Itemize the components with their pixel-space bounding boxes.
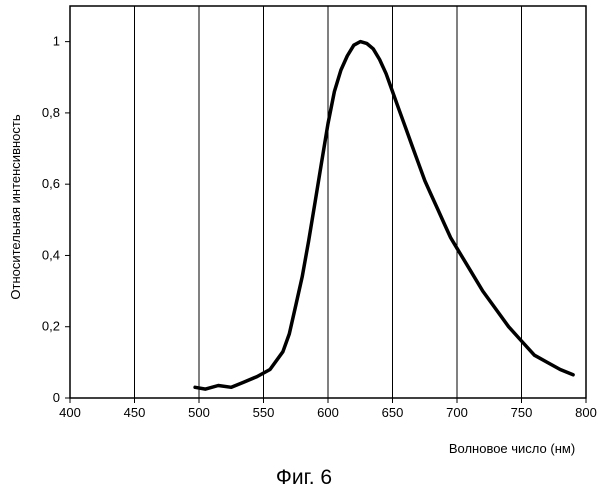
x-tick-label: 750 xyxy=(511,405,533,420)
y-tick-label: 0 xyxy=(53,390,60,405)
y-tick-label: 0,8 xyxy=(42,105,60,120)
x-tick-label: 500 xyxy=(188,405,210,420)
y-tick-label: 0,6 xyxy=(42,176,60,191)
x-tick-label: 550 xyxy=(253,405,275,420)
tick-marks xyxy=(65,42,586,403)
y-tick-label: 0,2 xyxy=(42,319,60,334)
figure-caption: Фиг. 6 xyxy=(0,466,608,490)
y-tick-label: 1 xyxy=(53,34,60,49)
x-tick-label: 400 xyxy=(59,405,81,420)
tick-labels: 400 450 500 550 600 650 700 750 800 0 0,2 0,4 0,6 0,8… xyxy=(42,34,597,420)
x-tick-label: 700 xyxy=(446,405,468,420)
y-tick-label: 0,4 xyxy=(42,247,60,262)
x-tick-label: 600 xyxy=(317,405,339,420)
x-axis-title: Волновое число (нм) xyxy=(449,441,575,456)
series-line-spectrum xyxy=(195,42,573,390)
x-tick-label: 800 xyxy=(575,405,597,420)
x-tick-label: 450 xyxy=(124,405,146,420)
y-axis-title: Относительная интенсивность xyxy=(8,114,23,299)
x-tick-label: 650 xyxy=(382,405,404,420)
grid-lines xyxy=(135,6,522,398)
